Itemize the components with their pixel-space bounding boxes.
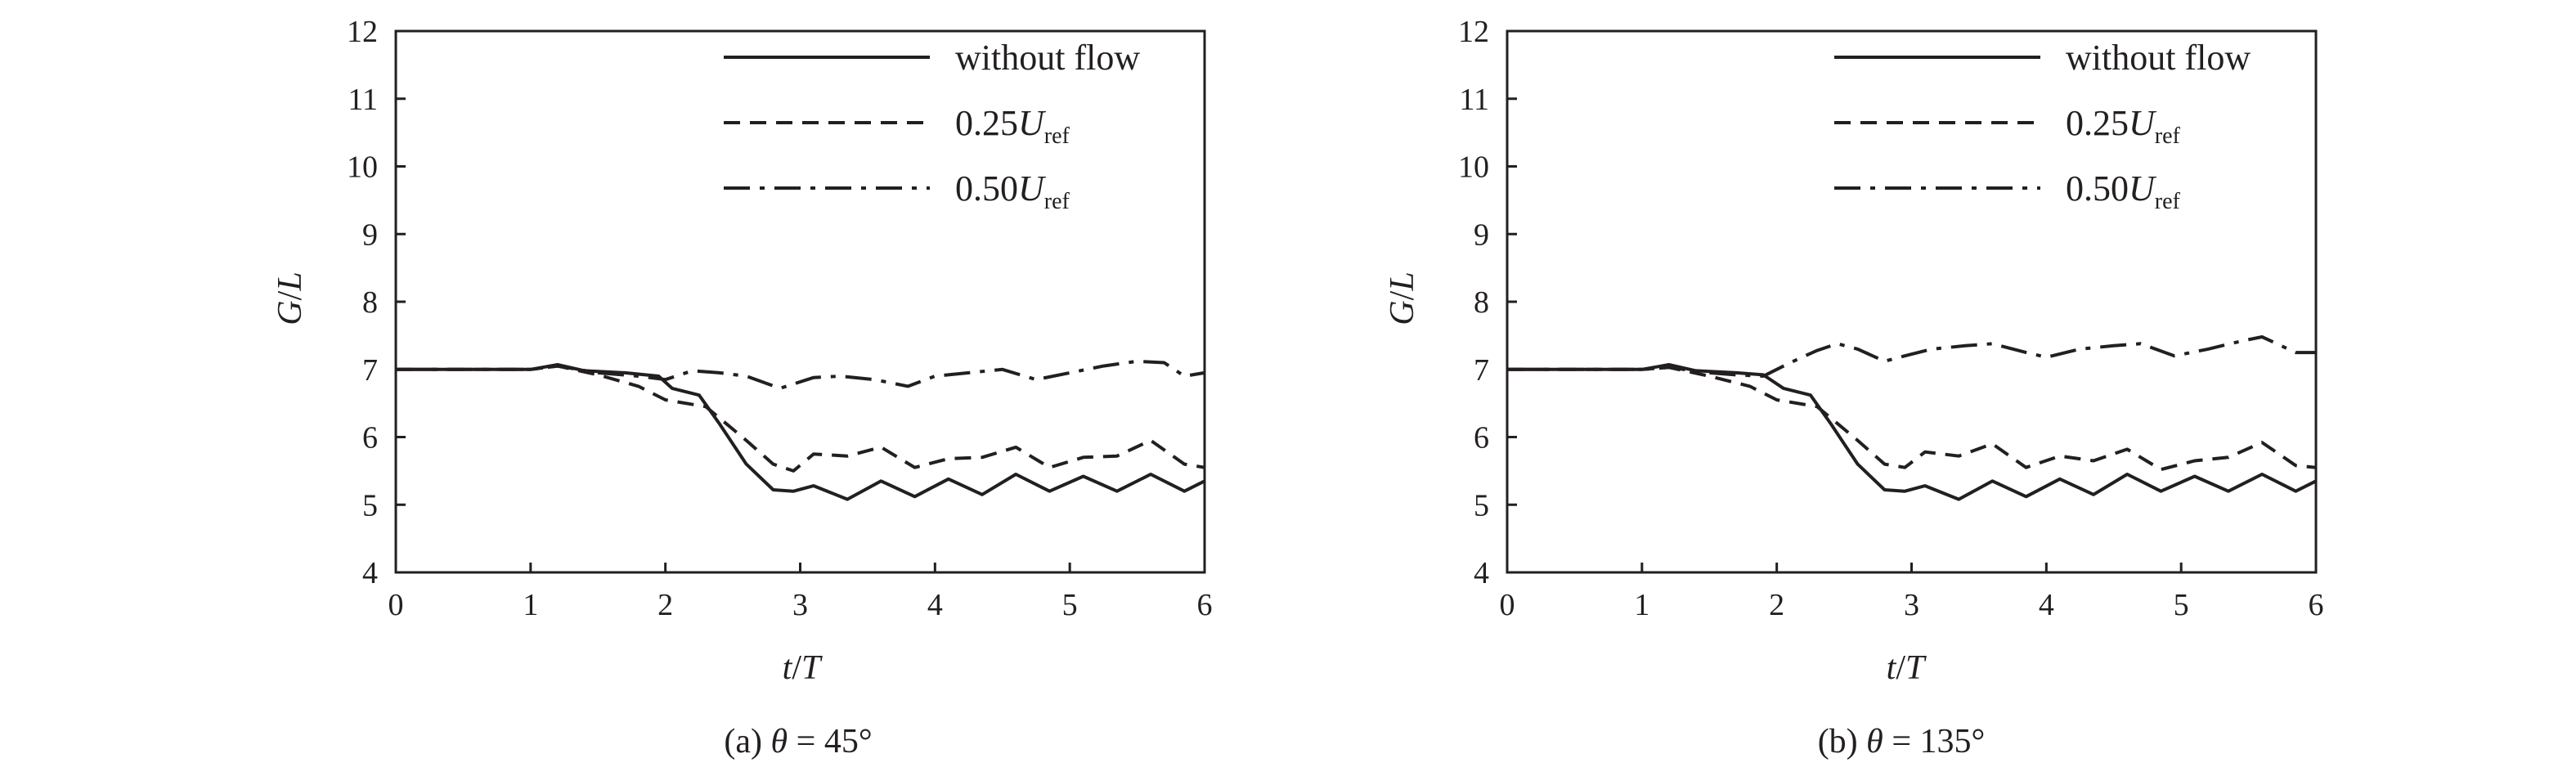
x-tick-label: 5 [2174,588,2189,622]
plot-frame [394,29,1206,574]
y-tick-label: 12 [1458,15,1489,49]
y-tick-label: 4 [362,556,378,590]
y-axis-title: G/L [272,271,309,325]
legend-label: 0.50Uref [2066,168,2181,214]
y-tick-label: 11 [1459,83,1489,117]
y-tick-label: 5 [1474,488,1489,523]
x-axis-title: t/T [783,649,823,687]
x-tick-label: 4 [2039,588,2054,622]
y-tick-label: 7 [362,353,378,388]
x-axis-title: t/T [1887,649,1927,687]
legend-label: without flow [955,38,1140,78]
x-tick-label: 4 [927,588,943,622]
series-line-dashdot [1507,335,2316,378]
x-tick-label: 2 [1769,588,1784,622]
y-tick-label: 6 [362,421,378,455]
y-tick-label: 9 [1474,218,1489,252]
y-tick-label: 12 [347,15,378,49]
y-tick-label: 11 [348,83,378,117]
y-tick-label: 10 [1458,150,1489,185]
plot-frame [1506,29,2318,574]
legend-label: 0.25Uref [2066,103,2181,149]
series-line-dashed [396,364,1205,473]
x-tick-label: 2 [657,588,673,622]
series-line-dashdot [396,359,1205,390]
series-line-dashed [1507,366,2317,472]
x-tick-label: 3 [1904,588,1919,622]
y-tick-label: 10 [347,150,378,185]
x-tick-label: 0 [1500,588,1515,622]
y-tick-label: 8 [362,285,378,320]
legend-label: without flow [2066,38,2251,78]
x-tick-label: 1 [523,588,538,622]
y-tick-label: 4 [1474,556,1489,590]
x-tick-label: 6 [2309,588,2324,622]
x-tick-label: 1 [1634,588,1649,622]
y-tick-label: 9 [362,218,378,252]
series-line-solid [1507,363,2317,501]
x-tick-label: 6 [1197,588,1213,622]
y-tick-label: 6 [1474,421,1489,455]
y-axis-title: G/L [1384,271,1421,325]
series-line-solid [396,363,1205,501]
panel-caption: (a) θ = 45° [724,723,872,760]
y-tick-label: 8 [1474,285,1489,320]
y-tick-label: 7 [1474,353,1489,388]
x-tick-label: 3 [792,588,808,622]
y-tick-label: 5 [362,488,378,523]
legend-label: 0.25Uref [955,103,1070,149]
x-tick-label: 5 [1062,588,1078,622]
legend-label: 0.50Uref [955,168,1070,214]
x-tick-label: 0 [388,588,404,622]
panel-caption: (b) θ = 135° [1818,723,1986,760]
